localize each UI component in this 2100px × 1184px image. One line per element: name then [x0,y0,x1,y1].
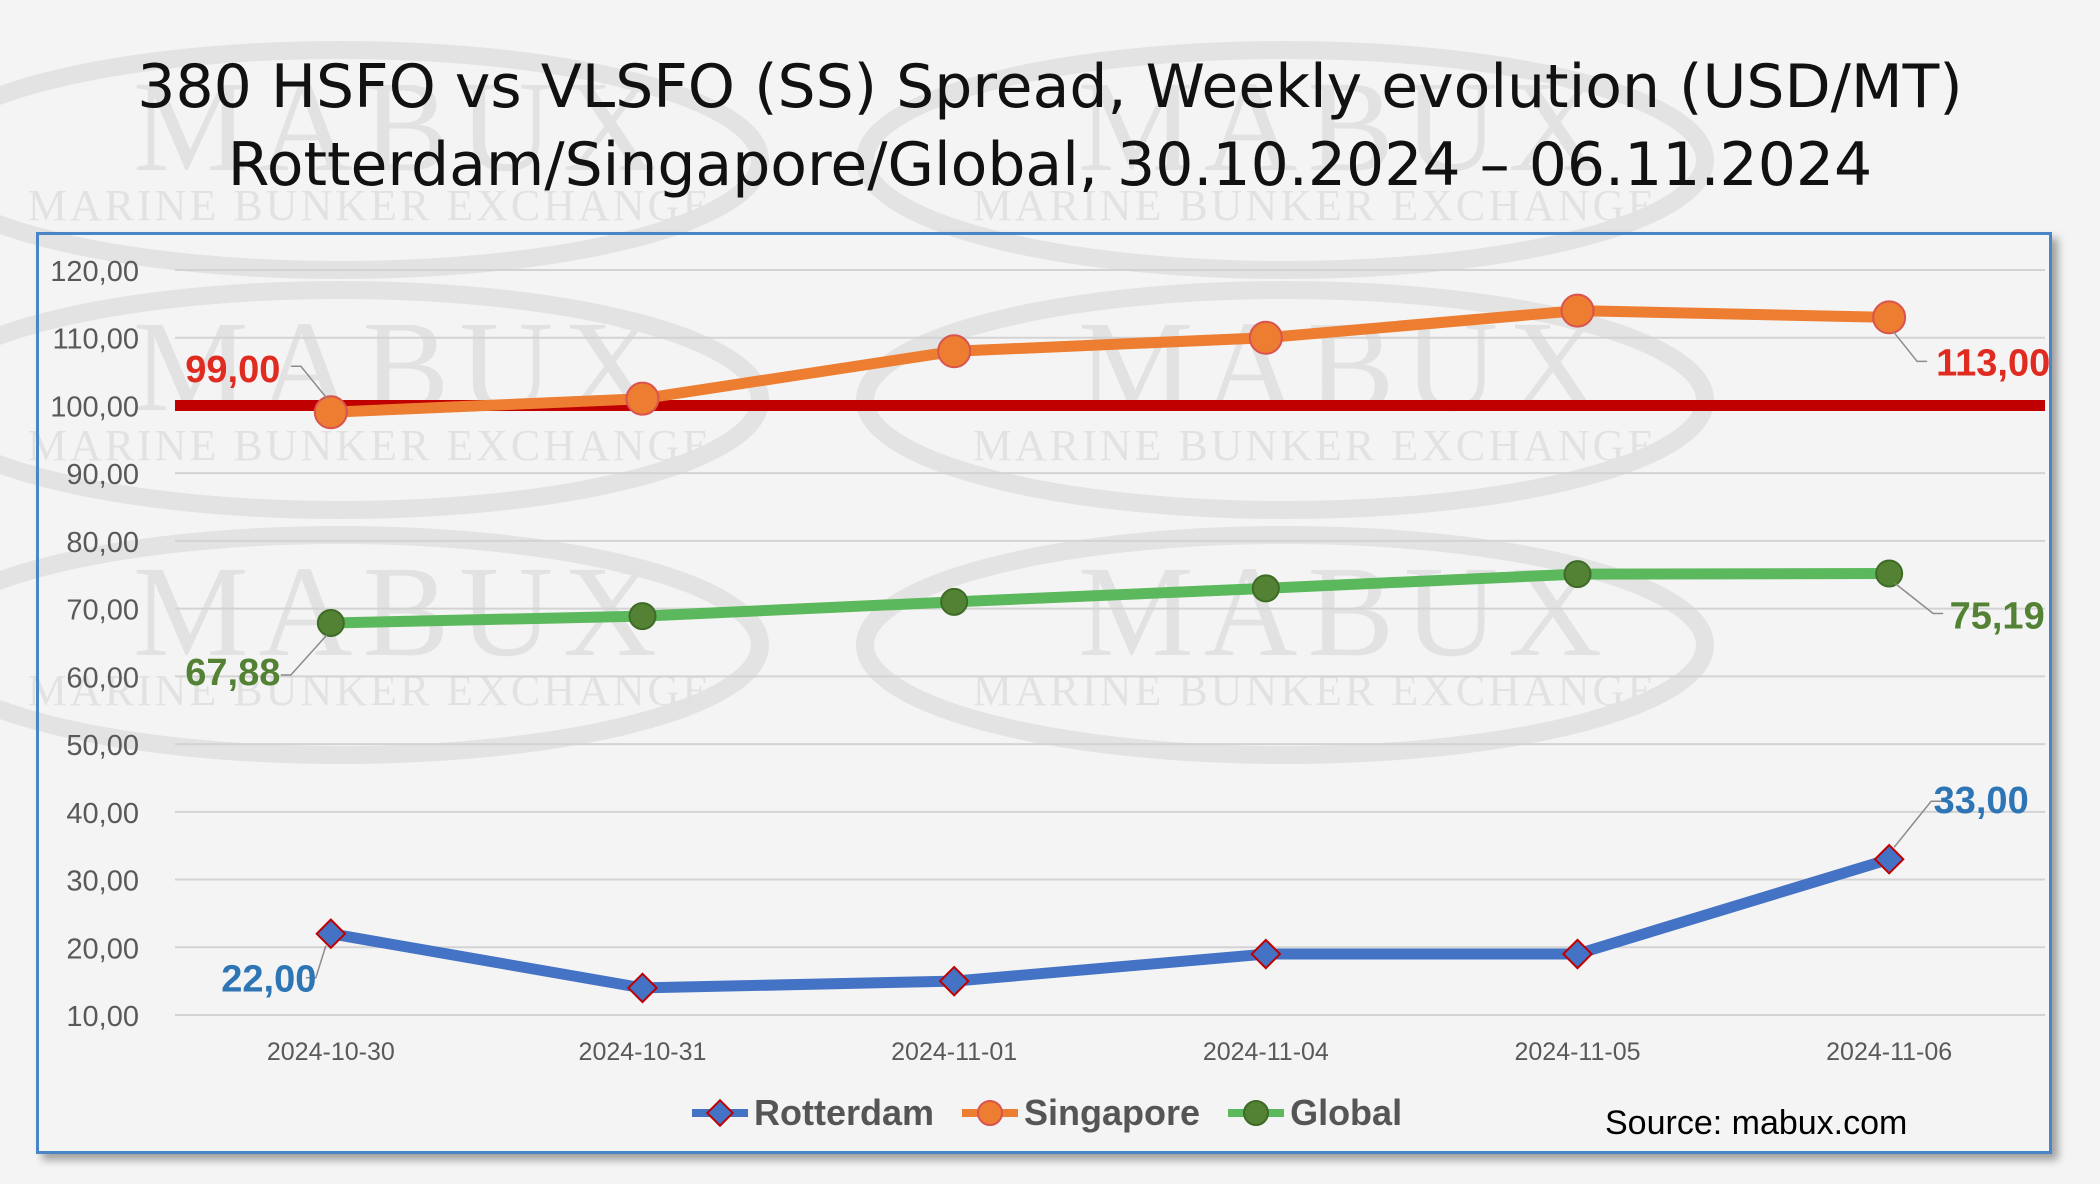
data-point [1872,300,1907,335]
data-point [626,972,659,1004]
legend-marker-rotterdam [692,1098,748,1128]
data-point [940,587,969,616]
watermark-tagline: MARINE BUNKER EXCHANGE [973,181,1657,230]
watermark-brand: MABUX [133,295,667,439]
data-label: 99,00 [185,349,280,391]
data-label: 22,00 [221,959,316,1001]
y-tick-label: 120,00 [50,256,139,288]
legend-marker-singapore [962,1100,1019,1126]
series-global [316,559,1904,637]
chart-legend: Rotterdam Singapore Global [690,1090,1402,1136]
legend-label-rotterdam: Rotterdam [754,1092,935,1133]
data-point [1250,938,1282,970]
series-line-rotterdam [325,853,1895,994]
data-point [1873,843,1905,875]
data-label-leader [305,945,327,979]
data-label-leader [1892,330,1928,363]
data-point [1560,293,1595,328]
data-point [1563,560,1592,589]
source-note: Source: mabux.com [1605,1104,1908,1142]
data-point [313,395,348,430]
data-point [1875,559,1904,588]
data-label-leader [290,365,328,399]
y-tick-label: 110,00 [52,324,139,356]
legend-label-global: Global [1290,1092,1403,1133]
watermark-tagline: MARINE BUNKER EXCHANGE [28,421,712,470]
series-line-global [325,567,1895,629]
x-tick-label: 2024-10-31 [579,1038,707,1066]
data-point [315,918,347,950]
x-axis-ticks: 2024-10-30 2024-10-31 2024-11-01 2024-11-04… [267,1038,1952,1066]
y-tick-label: 10,00 [66,1001,139,1033]
data-point [628,602,657,631]
watermark-tagline: MARINE BUNKER EXCHANGE [973,666,1657,715]
watermark-brand: MABUX [133,55,667,199]
y-tick-label: 60,00 [66,662,139,694]
data-label: 113,00 [1936,342,2050,384]
watermark-brand: MABUX [133,540,667,684]
y-axis-ticks: 10,00 20,00 30,00 40,00 50,00 60,00 70,00 80,00… [50,256,139,1033]
data-point [1561,938,1594,970]
x-tick-label: 2024-11-06 [1826,1038,1952,1066]
data-point [1248,320,1283,355]
x-tick-label: 2024-11-05 [1514,1038,1640,1066]
chart-title-line-2: Rotterdam/Singapore/Global, 30.10.2024 –… [227,130,1873,200]
data-point [938,965,970,997]
y-tick-label: 20,00 [66,933,139,965]
chart-title: 380 HSFO vs VLSFO (SS) Spread, Weekly ev… [0,48,2100,204]
watermark-brand: MABUX [1078,540,1612,684]
data-label: 67,88 [185,652,280,694]
series-line-singapore [325,305,1895,418]
y-tick-label: 30,00 [66,866,139,898]
x-tick-label: 2024-11-04 [1203,1038,1329,1066]
legend-item-rotterdam: Rotterdam [690,1092,934,1134]
data-point [316,608,345,637]
series-rotterdam [315,843,1905,1004]
y-gridlines [175,269,2045,1016]
y-tick-label: 40,00 [66,798,139,830]
y-tick-label: 100,00 [50,391,139,423]
x-tick-label: 2024-10-30 [267,1038,395,1066]
y-tick-label: 50,00 [66,730,139,762]
data-label: 33,00 [1934,780,2029,822]
data-label-leader [1894,582,1944,615]
watermark-brand: MABUX [1078,55,1612,199]
data-point [1251,574,1280,603]
watermark-tagline: MARINE BUNKER EXCHANGE [973,421,1657,470]
legend-item-global: Global [1226,1092,1402,1134]
data-label-leader [280,634,328,676]
legend-item-singapore: Singapore [960,1092,1200,1134]
chart-frame [36,232,2052,1154]
legend-marker-global [1228,1100,1285,1126]
watermark-tagline: MARINE BUNKER EXCHANGE [28,181,712,230]
series-singapore [313,293,1907,430]
chart-title-line-1: 380 HSFO vs VLSFO (SS) Spread, Weekly ev… [137,52,1963,122]
data-point [937,334,972,369]
data-label-leader [1893,800,1942,848]
watermark-swoosh [856,526,1714,764]
watermark-tagline: MARINE BUNKER EXCHANGE [28,666,712,715]
data-label: 75,19 [1950,595,2045,637]
data-point [625,381,660,416]
x-tick-label: 2024-11-01 [891,1038,1017,1066]
y-tick-label: 70,00 [66,595,139,627]
watermark-swoosh [0,526,769,764]
y-tick-label: 90,00 [66,459,139,491]
y-tick-label: 80,00 [66,527,139,559]
legend-label-singapore: Singapore [1024,1092,1201,1133]
